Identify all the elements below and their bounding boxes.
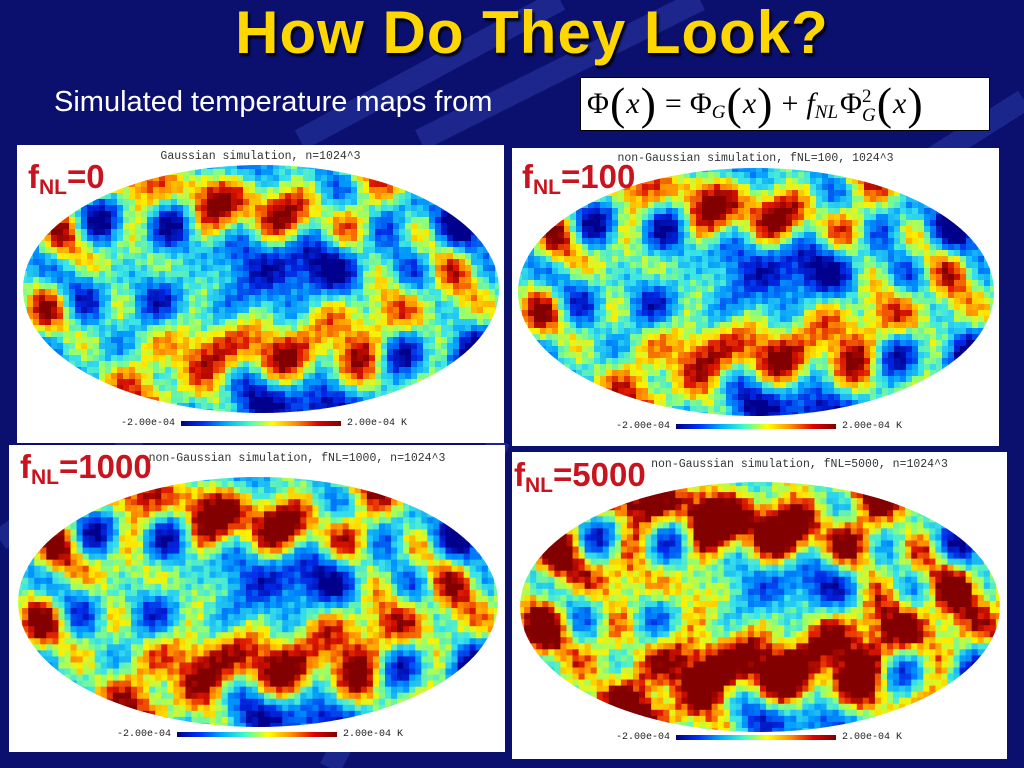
sky-map bbox=[520, 482, 1000, 732]
formula-phi-g: Φ bbox=[689, 87, 712, 120]
fnl-value: =5000 bbox=[553, 456, 646, 493]
map-panel-fnl-1000: non-Gaussian simulation, fNL=1000, n=102… bbox=[9, 445, 505, 752]
colorbar-gradient bbox=[177, 732, 338, 737]
colorbar-gradient bbox=[676, 424, 837, 429]
formula-x: x bbox=[626, 87, 640, 120]
formula-paren-open-2: ( bbox=[726, 78, 742, 129]
temperature-field bbox=[23, 165, 499, 413]
formula-plus: + bbox=[781, 87, 799, 120]
map-title: non-Gaussian simulation, fNL=5000, n=102… bbox=[651, 458, 948, 471]
fnl-sub: NL bbox=[31, 466, 59, 489]
temperature-field bbox=[520, 482, 1000, 732]
colorbar-min-label: -2.00e-04 bbox=[616, 421, 671, 432]
fnl-label-5000: fNL=5000 bbox=[514, 456, 646, 498]
fnl-f: f bbox=[522, 158, 533, 195]
formula-paren-open: ( bbox=[609, 78, 626, 129]
map-panel-fnl-100: non-Gaussian simulation, fNL=100, 1024^3… bbox=[512, 148, 999, 446]
formula-paren-open-3: ( bbox=[876, 78, 893, 129]
formula-sup-2: 2 bbox=[861, 86, 872, 107]
fnl-sub: NL bbox=[533, 176, 561, 199]
formula-x-3: x bbox=[893, 87, 907, 120]
colorbar-max-label: 2.00e-04 K bbox=[347, 418, 408, 429]
formula-equals: = bbox=[664, 87, 682, 120]
colorbar-max-label: 2.00e-04 K bbox=[343, 729, 404, 740]
formula-sup-sub: 2 G bbox=[862, 87, 876, 125]
colorbar: -2.00e-04 2.00e-04 K bbox=[616, 732, 902, 743]
formula-sub-g-2: G bbox=[861, 105, 876, 126]
formula-f: f bbox=[806, 87, 815, 120]
formula-paren-close-3: ) bbox=[907, 78, 923, 129]
fnl-f: f bbox=[514, 456, 525, 493]
fnl-value: =0 bbox=[67, 158, 105, 195]
formula-paren-close-2: ) bbox=[757, 78, 773, 129]
fnl-f: f bbox=[28, 158, 39, 195]
map-title: non-Gaussian simulation, fNL=1000, n=102… bbox=[148, 452, 446, 465]
sky-map bbox=[23, 165, 499, 413]
temperature-field bbox=[18, 477, 498, 727]
fnl-value: =100 bbox=[561, 158, 636, 195]
fnl-label-1000: fNL=1000 bbox=[20, 448, 152, 490]
map-title: Gaussian simulation, n=1024^3 bbox=[160, 150, 361, 163]
colorbar: -2.00e-04 2.00e-04 K bbox=[121, 418, 407, 429]
slide-title: How Do They Look? bbox=[235, 0, 829, 66]
colorbar-gradient bbox=[181, 421, 342, 426]
fnl-label-100: fNL=100 bbox=[522, 158, 635, 200]
fnl-f: f bbox=[20, 448, 31, 485]
colorbar-max-label: 2.00e-04 K bbox=[842, 732, 903, 743]
sky-map bbox=[518, 168, 994, 416]
slide-subtitle: Simulated temperature maps from bbox=[54, 86, 493, 118]
formula-phi: Φ bbox=[587, 87, 609, 120]
formula-x-2: x bbox=[742, 87, 757, 120]
temperature-field bbox=[518, 168, 994, 416]
colorbar: -2.00e-04 2.00e-04 K bbox=[117, 729, 403, 740]
fnl-sub: NL bbox=[525, 474, 553, 497]
colorbar-min-label: -2.00e-04 bbox=[121, 418, 176, 429]
map-panel-fnl-0: Gaussian simulation, n=1024^3 -2.00e-04 … bbox=[17, 145, 504, 443]
formula-sub-g: G bbox=[711, 102, 726, 123]
sky-map bbox=[18, 477, 498, 727]
map-panel-fnl-5000: non-Gaussian simulation, fNL=5000, n=102… bbox=[512, 452, 1007, 759]
fnl-label-0: fNL=0 bbox=[28, 158, 105, 200]
formula-phi-g2: Φ bbox=[840, 87, 862, 120]
colorbar: -2.00e-04 2.00e-04 K bbox=[616, 421, 902, 432]
colorbar-gradient bbox=[676, 735, 837, 740]
colorbar-min-label: -2.00e-04 bbox=[117, 729, 172, 740]
fnl-sub: NL bbox=[39, 176, 67, 199]
formula-sub-nl: NL bbox=[814, 102, 839, 123]
formula-box: Φ ( x ) = Φ G ( x ) + f NL Φ 2 G ( x ) bbox=[580, 77, 990, 131]
map-title: non-Gaussian simulation, fNL=100, 1024^3 bbox=[617, 152, 894, 165]
colorbar-max-label: 2.00e-04 K bbox=[842, 421, 903, 432]
formula-paren-close: ) bbox=[640, 78, 656, 129]
fnl-value: =1000 bbox=[59, 448, 152, 485]
colorbar-min-label: -2.00e-04 bbox=[616, 732, 671, 743]
